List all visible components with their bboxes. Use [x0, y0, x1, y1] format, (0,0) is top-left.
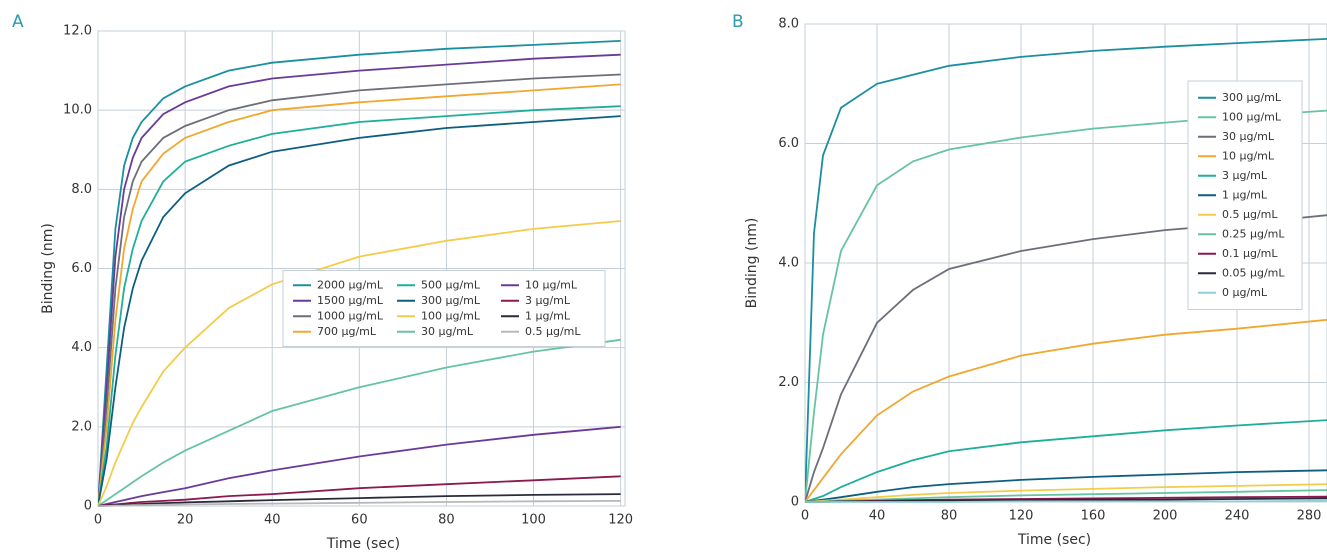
x-tick-label: 80: [941, 509, 958, 524]
legend-label: 0 µg/mL: [1222, 286, 1268, 299]
legend-label: 300 µg/mL: [1222, 91, 1282, 104]
legend-label: 1 µg/mL: [525, 309, 571, 322]
panel-label: A: [12, 12, 24, 32]
legend-label: 1 µg/mL: [1222, 188, 1268, 201]
x-tick-label: 100: [521, 513, 546, 528]
legend-label: 700 µg/mL: [317, 325, 377, 338]
data-line: [98, 105, 621, 507]
data-line: [805, 499, 1327, 503]
legend-label: 500 µg/mL: [421, 278, 481, 291]
data-line: [805, 109, 1327, 503]
y-tick-label: 2.0: [778, 375, 799, 390]
x-tick-label: 120: [1009, 509, 1034, 524]
legend-label: 3 µg/mL: [1222, 169, 1268, 182]
panel-label: B: [732, 12, 744, 32]
legend-label: 10 µg/mL: [525, 278, 578, 291]
data-line: [98, 40, 621, 507]
legend-label: 0.1 µg/mL: [1222, 247, 1278, 260]
x-axis-label: Time (sec): [1017, 532, 1091, 548]
y-tick-label: 10.0: [63, 103, 92, 118]
legend-label: 30 µg/mL: [421, 325, 474, 338]
data-line: [805, 214, 1327, 503]
x-tick-label: 120: [608, 513, 633, 528]
legend-label: 3 µg/mL: [525, 294, 571, 307]
data-line: [98, 425, 621, 507]
y-tick-label: 0: [84, 499, 92, 514]
legend-label: 300 µg/mL: [421, 294, 481, 307]
data-line: [805, 38, 1327, 503]
y-tick-label: 6.0: [71, 261, 92, 276]
y-tick-label: 4.0: [71, 340, 92, 355]
legend: 2000 µg/mL 1500 µg/mL 1000 µg/mL 700 µg/mL 5…: [282, 270, 606, 347]
legend-label: 0.5 µg/mL: [525, 325, 581, 338]
x-tick-label: 80: [438, 513, 455, 528]
legend: 300 µg/mL 100 µg/mL 30 µg/mL 10 µg/mL 3 µg/m…: [1187, 80, 1303, 310]
data-line: [805, 318, 1327, 503]
data-line: [805, 419, 1327, 503]
x-tick-label: 40: [869, 509, 886, 524]
data-line: [98, 83, 621, 507]
data-line: [98, 115, 621, 507]
data-line: [805, 469, 1327, 503]
y-tick-label: 4.0: [778, 256, 799, 271]
y-tick-label: 0: [791, 495, 799, 510]
y-axis-label: Binding (nm): [40, 223, 56, 314]
data-line: [98, 53, 621, 507]
legend-label: 2000 µg/mL: [317, 278, 384, 291]
y-tick-label: 6.0: [778, 136, 799, 151]
legend-label: 1500 µg/mL: [317, 294, 384, 307]
legend-label: 0.5 µg/mL: [1222, 208, 1278, 221]
y-tick-label: 2.0: [71, 419, 92, 434]
x-axis-label: Time (sec): [326, 536, 400, 552]
x-tick-label: 200: [1153, 509, 1178, 524]
data-line: [98, 500, 621, 507]
x-tick-label: 240: [1225, 509, 1250, 524]
y-axis-label: Binding (nm): [744, 218, 760, 309]
legend-box: [282, 270, 606, 347]
x-tick-label: 0: [801, 509, 809, 524]
legend-label: 0.05 µg/mL: [1222, 266, 1285, 279]
legend-label: 0.25 µg/mL: [1222, 227, 1285, 240]
y-tick-label: 8.0: [71, 182, 92, 197]
x-tick-label: 60: [351, 513, 368, 528]
y-tick-label: 8.0: [778, 17, 799, 32]
x-tick-label: 280: [1297, 509, 1322, 524]
x-tick-label: 0: [94, 513, 102, 528]
legend-label: 1000 µg/mL: [317, 309, 384, 322]
x-tick-label: 40: [264, 513, 281, 528]
legend-label: 100 µg/mL: [1222, 110, 1282, 123]
legend-label: 10 µg/mL: [1222, 149, 1275, 162]
data-line: [98, 220, 621, 507]
y-tick-label: 12.0: [63, 24, 92, 39]
x-tick-label: 160: [1081, 509, 1106, 524]
data-line: [98, 73, 621, 507]
legend-label: 100 µg/mL: [421, 309, 481, 322]
data-line: [98, 338, 621, 507]
legend-label: 30 µg/mL: [1222, 130, 1275, 143]
x-tick-label: 20: [177, 513, 194, 528]
